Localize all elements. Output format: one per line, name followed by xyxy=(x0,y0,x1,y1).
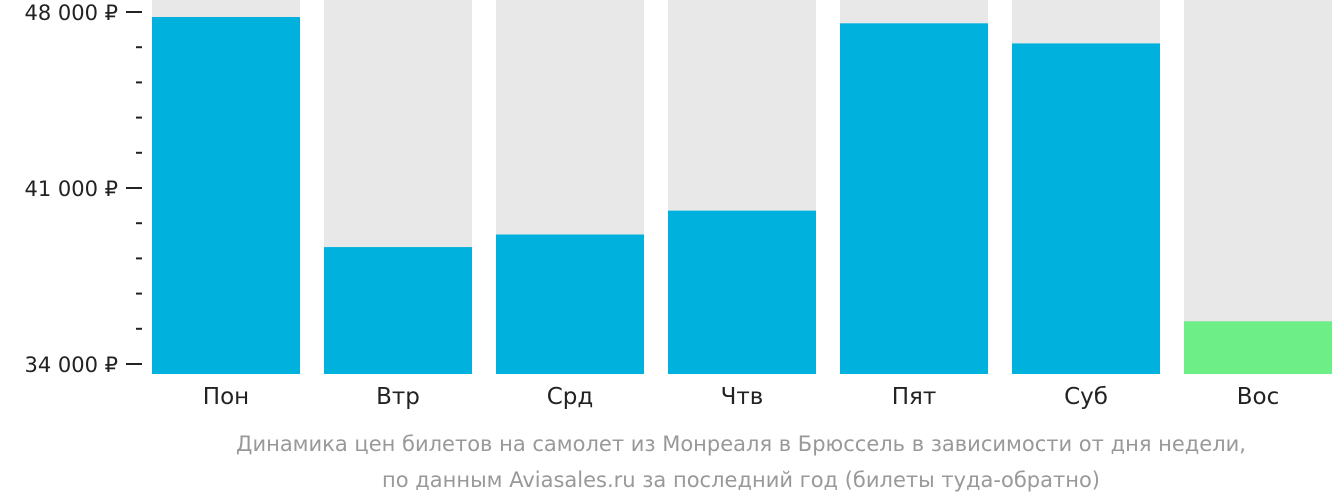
x-tick-label: Чтв xyxy=(721,384,764,410)
bar-5 xyxy=(840,23,988,375)
bar-1 xyxy=(152,17,300,375)
bar-3 xyxy=(496,234,644,374)
y-axis: 48 000 ₽ 41 000 ₽ 34 000 ₽ xyxy=(24,1,142,377)
y-tick-label: 41 000 ₽ xyxy=(24,177,118,201)
bar-background xyxy=(1184,0,1332,374)
bar-7 xyxy=(1184,321,1332,374)
x-tick-label: Срд xyxy=(547,384,594,410)
x-tick-label: Вос xyxy=(1237,384,1280,410)
x-tick-label: Суб xyxy=(1064,384,1108,410)
x-tick-label: Втр xyxy=(376,384,420,410)
bars xyxy=(152,0,1332,375)
caption-line-2: по данным Aviasales.ru за последний год … xyxy=(382,468,1100,492)
x-tick-label: Пят xyxy=(892,384,937,410)
bar-4 xyxy=(668,210,816,374)
y-tick-label: 34 000 ₽ xyxy=(24,353,118,377)
x-axis: Пон Втр Срд Чтв Пят Суб Вос xyxy=(203,384,1279,410)
x-tick-label: Пон xyxy=(203,384,249,410)
bar-2 xyxy=(324,247,472,374)
bar-chart: 48 000 ₽ 41 000 ₽ 34 000 ₽ Пон Втр Срд Чтв Пят… xyxy=(24,0,1332,410)
caption-line-1: Динамика цен билетов на самолет из Монре… xyxy=(236,432,1246,456)
bar-6 xyxy=(1012,43,1160,375)
y-tick-label: 48 000 ₽ xyxy=(24,1,118,25)
